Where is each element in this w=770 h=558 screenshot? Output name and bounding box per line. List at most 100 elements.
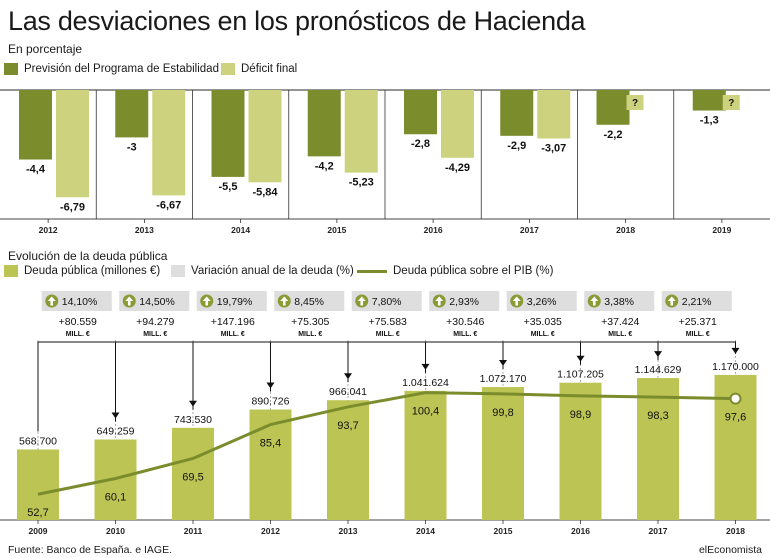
chart2-tick-label: 2012 <box>261 526 280 536</box>
source-note: Fuente: Banco de España. e IAGE. <box>8 544 173 556</box>
chart1-bar-prevision <box>115 90 149 138</box>
chart2-up-arrow-glyph <box>435 296 444 306</box>
chart2-connector <box>425 341 504 373</box>
legend-line-pib <box>357 269 387 273</box>
chart2-increment-unit: MILL. € <box>221 331 245 338</box>
legend-prevision: Previsión del Programa de Estabilidad <box>4 63 219 75</box>
section-title-deuda: Evolución de la deuda pública <box>8 249 168 263</box>
chart1-bar-unknown <box>626 95 644 110</box>
chart2-variation-label: 14,50% <box>139 296 175 308</box>
chart2-variation-label: 2,93% <box>449 296 479 308</box>
chart2-bar-label: 1.072.170 <box>480 373 527 385</box>
chart2-tick-label: 2011 <box>184 526 203 536</box>
chart2-pib-label: 97,6 <box>725 412 746 424</box>
chart2-variation-box <box>119 291 190 311</box>
chart1-data-label: -5,23 <box>349 177 374 189</box>
chart2-connector <box>115 341 194 422</box>
chart1-data-label: -6,79 <box>60 201 85 213</box>
chart2-up-arrow-glyph <box>590 296 599 306</box>
chart2-pib-label: 98,3 <box>647 410 668 422</box>
chart1-tick-label: 2017 <box>520 225 539 235</box>
chart1-tick-label: 2013 <box>135 225 154 235</box>
legend-label-deficit: Déficit final <box>241 63 298 75</box>
chart2-bar-label: 649.259 <box>97 425 135 437</box>
chart2-bar-label: 890.726 <box>252 396 290 408</box>
legend-deuda: Deuda pública (millones €) <box>4 265 160 277</box>
chart2-pib-label: 93,7 <box>337 420 358 432</box>
chart1-tick-label: 2016 <box>424 225 443 235</box>
chart2-increment-unit: MILL. € <box>143 331 167 338</box>
chart1-bar-deficit <box>248 90 282 183</box>
legend-label-prevision: Previsión del Programa de Estabilidad <box>24 63 219 75</box>
chart2-tick-label: 2017 <box>649 526 668 536</box>
chart2-connector <box>657 341 736 361</box>
chart2-bar-deuda <box>17 449 59 520</box>
chart2-pib-label: 52,7 <box>27 507 48 519</box>
legend-swatch-light <box>221 63 235 75</box>
chart1-bar-deficit <box>441 90 474 158</box>
chart2-increment-unit: MILL. € <box>298 331 322 338</box>
chart2-increment-label: +75.305 <box>291 316 329 328</box>
chart1-bar-prevision <box>692 90 726 111</box>
legend-deficit: Déficit final <box>221 63 297 75</box>
chart2-variation-box <box>584 291 655 311</box>
chart1-bar-deficit <box>152 90 186 196</box>
chart1-data-label: -2,8 <box>411 138 430 150</box>
chart2-increment-unit: MILL. € <box>453 331 477 338</box>
chart1-data-label: -4,2 <box>315 160 334 172</box>
chart2-variation-label: 7,80% <box>372 296 402 308</box>
chart2-bar-label: 966.041 <box>329 386 367 398</box>
chart2-tick-label: 2018 <box>726 526 745 536</box>
chart1-data-label: -1,3 <box>700 115 719 127</box>
chart1-data-label: ? <box>728 98 734 109</box>
chart2-increment-unit: MILL. € <box>531 331 555 338</box>
chart2-bar-deuda <box>172 427 214 520</box>
chart2-connector <box>270 341 349 392</box>
chart2-tick-label: 2015 <box>494 526 513 536</box>
chart1-bar-prevision <box>596 90 630 125</box>
chart1-bar-deficit <box>56 90 89 198</box>
chart2-increment-label: +147.196 <box>211 316 255 328</box>
chart2-increment-unit: MILL. € <box>376 331 400 338</box>
chart1-bar-prevision <box>19 90 52 160</box>
chart2-bar-label: 1.041.624 <box>402 377 449 389</box>
chart2-pib-label: 85,4 <box>260 438 281 450</box>
chart2-bar-deuda <box>637 378 679 520</box>
legend-pib: Deuda pública sobre el PIB (%) <box>357 265 553 277</box>
chart2-increment-unit: MILL. € <box>66 331 90 338</box>
chart2-tick-label: 2013 <box>339 526 358 536</box>
chart2-connector <box>37 341 116 432</box>
chart2-tick-label: 2009 <box>29 526 48 536</box>
chart2-bar-label: 743.530 <box>174 414 212 426</box>
chart1-data-label: -4,4 <box>26 164 46 176</box>
chart2-connector <box>502 341 581 370</box>
legend-label-pib: Deuda pública sobre el PIB (%) <box>393 265 554 277</box>
chart2-pib-label: 60,1 <box>105 491 126 503</box>
legend-variacion: Variación anual de la deuda (%) <box>171 265 354 277</box>
chart1-data-label: -2,2 <box>604 129 623 141</box>
chart1-bar-prevision <box>404 90 437 135</box>
chart2-variation-box <box>351 291 422 311</box>
chart-title: Las desviaciones en los pronósticos de H… <box>8 6 586 36</box>
chart2-bar-label: 1.107.205 <box>557 369 604 381</box>
chart2-variation-box <box>196 291 267 311</box>
chart2-variation-box <box>506 291 577 311</box>
chart2-increment-label: +80.559 <box>59 316 97 328</box>
chart2-variation-box <box>661 291 732 311</box>
chart2-pib-endpoint <box>729 392 742 405</box>
chart1-bar-prevision <box>500 90 534 136</box>
chart2-variation-label: 3,26% <box>527 296 557 308</box>
chart2-up-arrow-glyph <box>280 296 289 306</box>
chart2-tick-label: 2016 <box>571 526 590 536</box>
chart1-bar-unknown <box>722 95 740 110</box>
chart2-pib-label: 98,9 <box>570 409 591 421</box>
chart2-bar-deuda <box>482 387 524 520</box>
chart2-variation-label: 2,21% <box>682 296 712 308</box>
chart2-up-arrow-glyph <box>357 296 366 306</box>
chart2-pib-line <box>37 391 736 496</box>
chart2-tick-label: 2010 <box>106 526 125 536</box>
chart2-variation-label: 8,45% <box>294 296 324 308</box>
chart1-bar-deficit <box>537 90 571 139</box>
chart1-data-label: -5,84 <box>252 186 278 198</box>
